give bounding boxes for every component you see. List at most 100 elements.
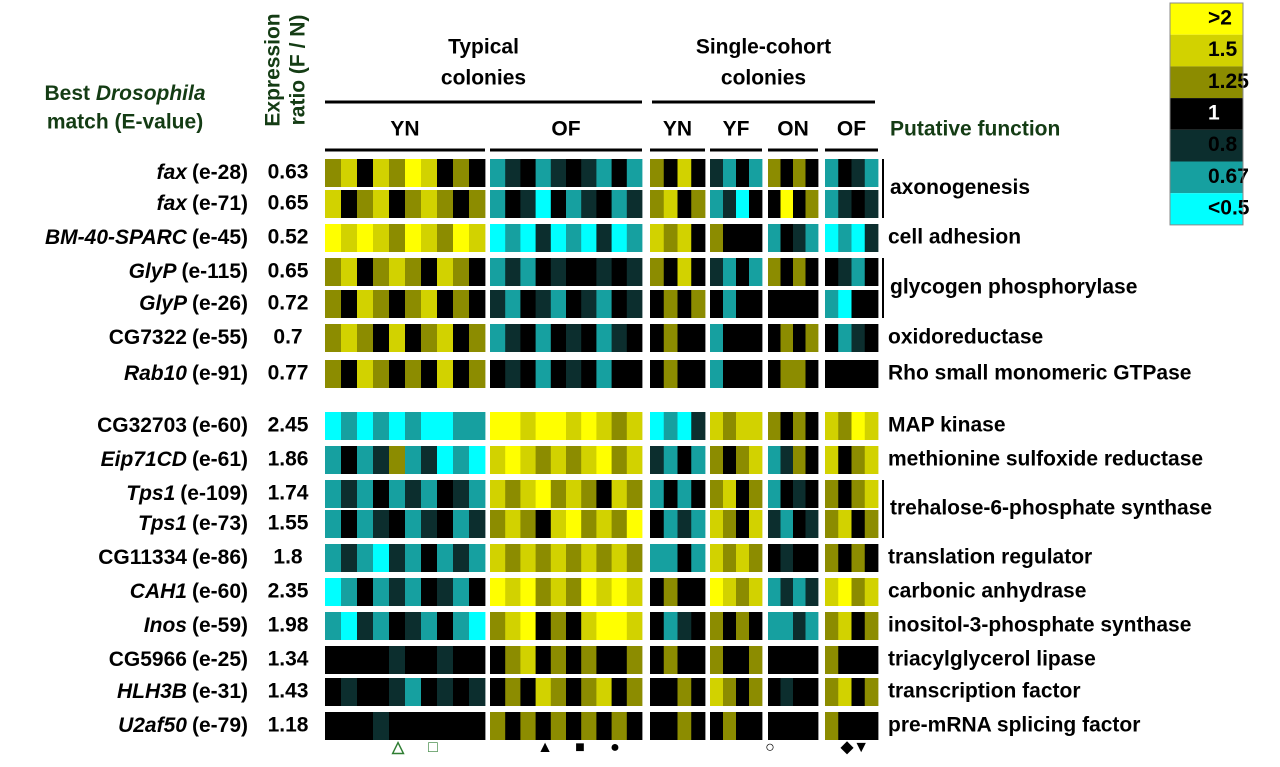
heat-cell <box>864 510 879 538</box>
heat-cell <box>611 290 628 318</box>
heat-cell <box>780 510 794 538</box>
heat-cell <box>490 190 506 218</box>
legend-swatch <box>1170 98 1243 130</box>
heat-cell <box>710 544 724 572</box>
heat-cell <box>505 712 521 740</box>
heat-cell <box>626 446 643 474</box>
heat-cell <box>723 480 737 508</box>
heat-cell <box>469 190 486 218</box>
heat-cell <box>535 412 552 440</box>
heat-cell <box>851 224 866 252</box>
heat-cell <box>550 360 567 388</box>
heat-cell <box>596 544 612 572</box>
heat-cell <box>325 446 342 474</box>
heat-cell <box>864 480 879 508</box>
heat-cell <box>325 646 342 674</box>
left-header: Best Drosophila <box>44 82 205 105</box>
heat-cell <box>520 412 536 440</box>
legend-swatch <box>1170 129 1243 162</box>
gene-label: fax (e-71) <box>157 192 248 215</box>
function-label: trehalose-6-phosphate synthase <box>890 497 1212 520</box>
heat-cell <box>520 544 536 572</box>
heat-cell <box>825 360 839 388</box>
function-label: MAP kinase <box>888 414 1006 437</box>
heat-cell <box>838 412 852 440</box>
heat-cell <box>793 578 806 606</box>
heat-cell <box>663 678 678 706</box>
heat-cell <box>437 446 454 474</box>
heat-cell <box>780 544 794 572</box>
heat-cell <box>805 646 819 674</box>
heat-cell <box>611 258 628 286</box>
heat-cell <box>710 446 724 474</box>
heat-cell <box>736 612 750 640</box>
heat-cell <box>780 678 794 706</box>
heat-cell <box>768 159 781 187</box>
sample-marker: △ <box>391 739 405 756</box>
heat-cell <box>864 258 879 286</box>
heat-cell <box>691 360 706 388</box>
heat-cell <box>736 258 750 286</box>
heat-cell <box>626 412 643 440</box>
heat-cell <box>520 678 536 706</box>
heat-cell <box>373 646 390 674</box>
heat-cell <box>864 544 879 572</box>
function-header: Putative function <box>890 118 1060 141</box>
heat-cell <box>710 678 724 706</box>
heat-cell <box>357 480 374 508</box>
heat-cell <box>723 290 737 318</box>
heat-cell <box>780 646 794 674</box>
function-label: glycogen phosphorylase <box>890 276 1137 299</box>
heat-cell <box>453 258 470 286</box>
heat-cell <box>490 544 506 572</box>
heat-cell <box>805 480 819 508</box>
gene-label: fax (e-28) <box>157 161 248 184</box>
heat-cell <box>421 159 438 187</box>
block-label: YN <box>663 118 692 141</box>
heat-cell <box>373 258 390 286</box>
heat-cell <box>749 159 763 187</box>
heat-cell <box>768 412 781 440</box>
heat-cell <box>505 678 521 706</box>
heat-cell <box>736 544 750 572</box>
heat-cell <box>710 190 724 218</box>
heat-cell <box>341 544 358 572</box>
heat-cell <box>851 159 866 187</box>
heat-cell <box>357 324 374 352</box>
heat-cell <box>421 612 438 640</box>
heat-cell <box>768 324 781 352</box>
gene-name: Inos <box>144 614 187 637</box>
heat-cell <box>677 290 692 318</box>
heat-cell <box>550 446 567 474</box>
heat-cell <box>793 324 806 352</box>
heat-cell <box>677 712 692 740</box>
heat-cell <box>389 324 406 352</box>
heat-cell <box>663 324 678 352</box>
heat-cell <box>825 224 839 252</box>
heat-cell <box>793 480 806 508</box>
heat-cell <box>505 324 521 352</box>
heat-cell <box>838 510 852 538</box>
heat-cell <box>341 510 358 538</box>
heat-cell <box>373 324 390 352</box>
heat-cell <box>405 544 422 572</box>
heat-cell <box>469 290 486 318</box>
heat-cell <box>663 646 678 674</box>
heat-cell <box>805 224 819 252</box>
heat-cell <box>663 612 678 640</box>
heat-cell <box>490 324 506 352</box>
gene-evalue: (e-61) <box>192 448 248 471</box>
heat-cell <box>805 712 819 740</box>
heat-cell <box>749 646 763 674</box>
heat-cell <box>768 678 781 706</box>
heat-cell <box>611 224 628 252</box>
heat-cell <box>611 612 628 640</box>
gene-evalue: (e-45) <box>192 226 248 249</box>
heat-cell <box>535 446 552 474</box>
heat-cell <box>723 224 737 252</box>
heat-cell <box>723 446 737 474</box>
heat-cell <box>864 290 879 318</box>
heat-cell <box>437 678 454 706</box>
heat-cell <box>626 224 643 252</box>
